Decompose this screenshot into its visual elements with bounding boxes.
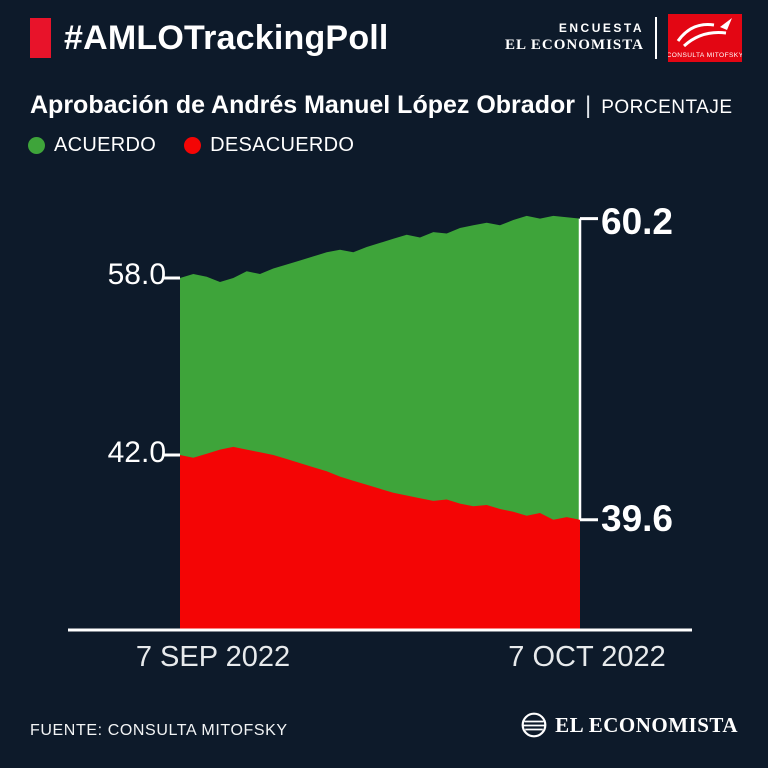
- desacuerdo-area: [180, 446, 580, 630]
- desacuerdo-dot-icon: [184, 137, 202, 154]
- source-caption: FUENTE: CONSULTA MITOFSKY: [30, 722, 288, 739]
- x-axis-start-label: 7 SEP 2022: [135, 641, 291, 673]
- chart-unit-label: PORCENTAJE: [601, 97, 733, 118]
- acuerdo-dot-icon: [28, 137, 45, 154]
- legend-item-acuerdo: ACUERDO: [28, 134, 156, 157]
- header-brand-group: ENCUESTA EL ECONOMISTA CONSULTA MITOFSKY: [505, 14, 742, 62]
- legend-label-acuerdo: ACUERDO: [54, 134, 157, 156]
- header-title-group: #AMLOTrackingPoll: [30, 18, 389, 58]
- red-accent-block: [30, 18, 51, 58]
- x-axis-end-label: 7 OCT 2022: [508, 641, 666, 673]
- header-bar: #AMLOTrackingPoll ENCUESTA EL ECONOMISTA…: [30, 14, 742, 62]
- encuesta-label: ENCUESTA: [558, 21, 644, 36]
- encuesta-brand: ENCUESTA EL ECONOMISTA: [505, 21, 644, 55]
- header-divider: [655, 17, 657, 59]
- mitofsky-swoosh-icon: [676, 23, 715, 42]
- title-separator: |: [584, 92, 592, 119]
- legend-label-desacuerdo: DESACUERDO: [210, 134, 355, 156]
- page-title: #AMLOTrackingPoll: [64, 18, 389, 57]
- chart-title: Aprobación de Andrés Manuel López Obrado…: [30, 91, 575, 119]
- legend: ACUERDO DESACUERDO: [28, 134, 354, 157]
- desacuerdo-end-value: 39.6: [601, 498, 674, 539]
- mitofsky-wing-icon: [720, 18, 732, 30]
- desacuerdo-start-value: 42.0: [107, 436, 166, 469]
- legend-item-desacuerdo: DESACUERDO: [184, 134, 354, 157]
- consulta-mitofsky-logo: CONSULTA MITOFSKY: [668, 14, 742, 62]
- el-economista-globe-icon: [521, 712, 547, 738]
- chart-title-row: Aprobación de Andrés Manuel López Obrado…: [30, 91, 748, 120]
- el-economista-wordmark: EL ECONOMISTA: [555, 712, 738, 737]
- footer-brand: EL ECONOMISTA: [521, 712, 738, 738]
- el-economista-label-top: EL ECONOMISTA: [505, 37, 644, 54]
- mitofsky-swoosh-icon: [682, 31, 727, 48]
- mitofsky-wordmark: CONSULTA MITOFSKY: [668, 52, 742, 59]
- acuerdo-start-value: 58.0: [107, 258, 166, 291]
- acuerdo-end-value: 60.2: [601, 201, 674, 242]
